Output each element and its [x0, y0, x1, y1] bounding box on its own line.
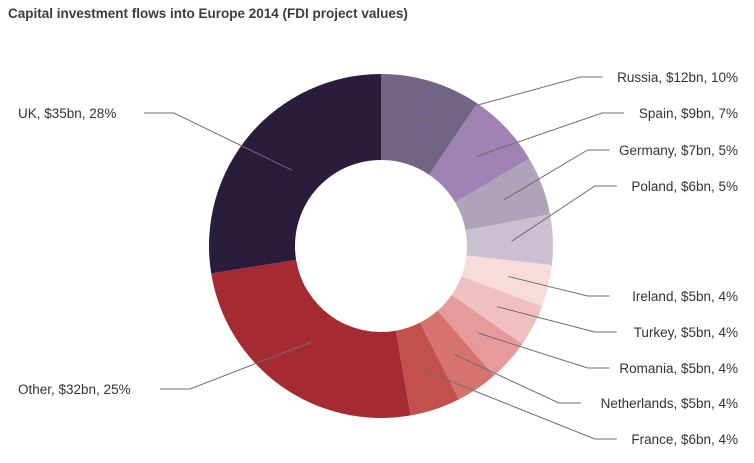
slice-other — [211, 259, 411, 418]
slice-label-spain: Spain, $9bn, 7% — [639, 106, 738, 121]
slice-spain — [429, 103, 530, 203]
leader-line-germany — [503, 149, 610, 201]
slice-label-romania: Romania, $5bn, 4% — [619, 361, 738, 376]
labels-layer: Russia, $12bn, 10% Spain, $9bn, 7% Germany… — [18, 70, 738, 447]
leader-line-netherlands — [453, 353, 581, 404]
slice-uk — [208, 74, 381, 274]
slice-label-uk: UK, $35bn, 28% — [18, 106, 116, 121]
slice-romania — [437, 294, 523, 376]
leader-line-uk — [144, 112, 293, 171]
slice-label-other: Other, $32bn, 25% — [18, 382, 131, 397]
slice-label-germany: Germany, $7bn, 5% — [619, 143, 738, 158]
slice-poland — [465, 214, 553, 266]
slice-label-turkey: Turkey, $5bn, 4% — [634, 325, 738, 340]
slice-france — [395, 322, 459, 416]
slices-layer — [208, 74, 553, 418]
leader-line-spain — [476, 112, 624, 157]
slice-netherlands — [419, 310, 495, 400]
slice-label-poland: Poland, $6bn, 5% — [631, 179, 738, 194]
chart-title: Capital investment flows into Europe 201… — [8, 6, 408, 21]
slice-label-france: France, $6bn, 4% — [631, 432, 738, 447]
leader-line-poland — [511, 185, 617, 242]
leader-line-other — [160, 340, 314, 390]
slice-label-ireland: Ireland, $5bn, 4% — [632, 289, 738, 304]
slice-ireland — [461, 255, 552, 307]
leader-lines-layer — [144, 76, 624, 440]
leader-line-ireland — [508, 275, 610, 297]
leader-line-turkey — [496, 306, 617, 333]
leader-line-romania — [478, 332, 610, 369]
leader-line-france — [422, 369, 617, 440]
slice-germany — [455, 158, 551, 231]
slice-russia — [381, 74, 478, 175]
leader-line-russia — [419, 76, 603, 122]
slice-turkey — [451, 276, 543, 344]
slice-label-russia: Russia, $12bn, 10% — [617, 70, 738, 85]
slice-label-netherlands: Netherlands, $5bn, 4% — [601, 396, 738, 411]
